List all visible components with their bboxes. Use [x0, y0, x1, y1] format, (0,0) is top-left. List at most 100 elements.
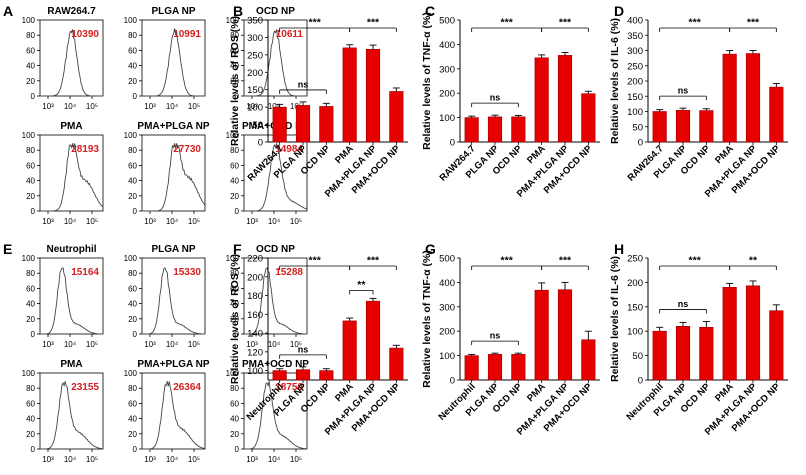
histogram-ytick-label: 20 — [26, 315, 35, 324]
histogram-xtick-label: 10⁵ — [86, 455, 98, 464]
histogram-xtick-label: 10⁵ — [86, 102, 98, 111]
y-tick-label: 100 — [627, 327, 643, 338]
panel-letter-E: E — [3, 241, 12, 257]
histogram-xtick-label: 10³ — [246, 102, 258, 111]
histogram-title: PLGA NP — [151, 6, 195, 17]
y-tick-label: 400 — [439, 278, 455, 289]
histogram-ytick-label: 0 — [235, 445, 240, 454]
panel-letter-B: B — [233, 3, 243, 19]
histogram-title: PMA+PLGA NP — [137, 359, 209, 370]
histogram-ytick-label: 80 — [230, 31, 239, 40]
bar — [487, 116, 503, 143]
panel-letter-A: A — [3, 3, 13, 19]
histogram-ytick-label: 40 — [26, 62, 35, 71]
histogram-xtick-label: 10⁴ — [268, 102, 281, 111]
histogram-mfi-value: 14984 — [275, 144, 303, 155]
histogram-frame — [141, 134, 206, 212]
bar — [365, 300, 381, 381]
histogram-mfi-value: 15164 — [71, 267, 99, 278]
histogram-xtick-label: 10³ — [144, 102, 156, 111]
histogram-xtick-label: 10⁵ — [290, 455, 302, 464]
histogram-xtick-label: 10⁴ — [268, 340, 281, 349]
bar-chart-G: 0 100 200 300 400 500 Relative levels of TNF-α… — [421, 250, 600, 438]
y-tick-label: 350 — [247, 16, 263, 27]
histogram-xtick-label: 10³ — [246, 217, 258, 226]
significance-label: *** — [689, 255, 702, 267]
histogram-mfi-value: 10611 — [276, 29, 304, 40]
histogram-xtick-label: 10⁴ — [268, 455, 281, 464]
bar — [652, 111, 667, 143]
y-tick-label: 300 — [439, 64, 455, 75]
bar-chart-D: 0 50 100 150 200 250 300 350 400 Relative levels … — [609, 16, 788, 200]
histogram-ytick-label: 20 — [230, 315, 239, 324]
histogram-cell: PLGA NP 0 20 40 60 80 100 10³ 10⁴ 10⁵ 15330 — [124, 244, 206, 349]
histogram-ytick-label: 60 — [128, 399, 137, 408]
histogram-ytick-label: 0 — [31, 92, 36, 101]
histogram-xtick-label: 10³ — [42, 455, 54, 464]
panel-letter-F: F — [233, 241, 242, 257]
y-tick-label: 400 — [627, 16, 643, 27]
y-tick-label: 250 — [627, 254, 643, 265]
y-tick-label: 150 — [627, 92, 643, 103]
bar — [342, 47, 357, 143]
histogram-ytick-label: 80 — [26, 31, 35, 40]
histogram-xtick-label: 10³ — [144, 340, 156, 349]
y-tick-label: 200 — [439, 89, 455, 100]
y-tick-label: 50 — [252, 120, 263, 131]
histogram-ytick-label: 60 — [26, 46, 35, 55]
histogram-ytick-label: 80 — [128, 384, 137, 393]
histogram-xtick-label: 10⁴ — [64, 102, 77, 111]
significance-label: ns — [298, 344, 309, 354]
bar — [534, 289, 549, 381]
bar — [272, 370, 287, 381]
histogram-ytick-label: 100 — [124, 16, 138, 25]
significance-label: ns — [678, 299, 689, 309]
histogram-ytick-label: 0 — [235, 92, 240, 101]
histogram-frame — [141, 257, 206, 335]
y-tick-label: 220 — [247, 254, 263, 265]
histogram-cell: OCD NP 0 20 40 60 80 100 10³ 10⁴ 10⁵ 15288 — [226, 244, 308, 349]
histogram-title: OCD NP — [256, 6, 295, 17]
bar — [365, 48, 381, 143]
histogram-ytick-label: 0 — [31, 207, 36, 216]
significance-label: *** — [367, 17, 380, 29]
histogram-ytick-label: 60 — [26, 161, 35, 170]
y-tick-label: 50 — [632, 122, 643, 133]
histogram-ytick-label: 40 — [230, 62, 239, 71]
histogram-mfi-value: 23155 — [71, 382, 99, 393]
panel-letter-C: C — [425, 3, 435, 19]
bar — [511, 354, 526, 381]
histogram-ytick-label: 60 — [128, 284, 137, 293]
y-tick-label: 400 — [439, 40, 455, 51]
histogram-ytick-label: 40 — [230, 415, 239, 424]
significance-label: *** — [501, 255, 514, 267]
histogram-cell: PMA+PLGA NP 0 20 40 60 80 100 10³ 10⁴ 10⁵ 27730 — [124, 121, 210, 226]
histogram-xtick-label: 10⁴ — [64, 340, 77, 349]
histogram-ytick-label: 100 — [22, 131, 36, 140]
y-tick-label: 180 — [247, 291, 263, 302]
histogram-xtick-label: 10³ — [144, 217, 156, 226]
histogram-curve — [142, 381, 206, 450]
histogram-ytick-label: 80 — [128, 31, 137, 40]
significance-label: ns — [678, 86, 689, 96]
histogram-xtick-label: 10⁵ — [188, 340, 200, 349]
histogram-ytick-label: 80 — [26, 269, 35, 278]
histogram-ytick-label: 20 — [230, 77, 239, 86]
bar — [652, 330, 667, 381]
bar — [295, 105, 311, 143]
histogram-frame — [141, 372, 206, 450]
bar — [722, 286, 737, 381]
bar — [389, 91, 404, 143]
y-axis-label: Relative levels of ROS (%) — [229, 254, 241, 384]
histogram-ytick-label: 0 — [133, 92, 138, 101]
bar — [464, 117, 479, 143]
histogram-xtick-label: 10⁴ — [166, 102, 179, 111]
y-tick-label: 300 — [247, 33, 263, 44]
histogram-curve — [40, 29, 103, 97]
histogram-xtick-label: 10⁵ — [86, 217, 98, 226]
histogram-ytick-label: 60 — [230, 399, 239, 408]
histogram-mfi-value: 10991 — [173, 29, 201, 40]
histogram-ytick-label: 60 — [230, 284, 239, 293]
